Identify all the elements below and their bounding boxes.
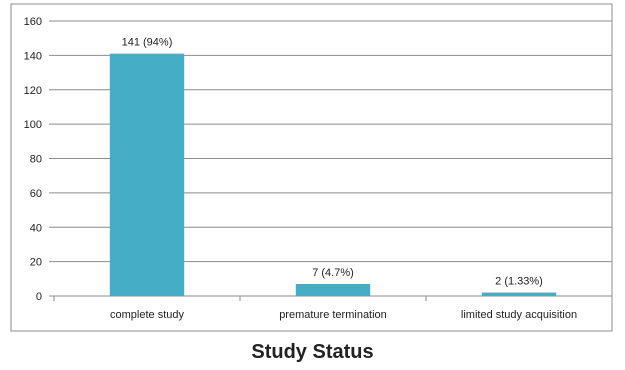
bar (481, 292, 557, 296)
y-tick-label: 20 (30, 257, 42, 269)
chart-title: Study Status (251, 341, 374, 363)
data-label: 2 (1.33%) (495, 276, 543, 288)
y-tick-label: 160 (24, 16, 42, 28)
y-tick-label: 40 (30, 222, 42, 234)
y-tick-label: 100 (24, 119, 42, 131)
category-labels: complete study premature termination limit… (110, 309, 577, 321)
bar (109, 53, 185, 296)
category-label: complete study (110, 309, 184, 321)
x-axis-ticks (53, 296, 613, 301)
y-tick-label: 80 (30, 154, 42, 166)
data-label: 141 (94%) (122, 37, 173, 49)
data-labels: 141 (94%) 7 (4.7%) 2 (1.33%) (122, 37, 543, 288)
y-tick-label: 140 (24, 50, 42, 62)
y-tick-label: 60 (30, 188, 42, 200)
data-label: 7 (4.7%) (312, 267, 354, 279)
category-label: limited study acquisition (461, 309, 577, 321)
y-tick-label: 120 (24, 85, 42, 97)
bars (109, 53, 557, 296)
y-tick-label: 0 (36, 291, 42, 303)
y-axis-ticks: 0 20 40 60 80 100 120 140 160 (24, 16, 54, 303)
category-label: premature termination (279, 309, 387, 321)
bar (295, 283, 371, 296)
